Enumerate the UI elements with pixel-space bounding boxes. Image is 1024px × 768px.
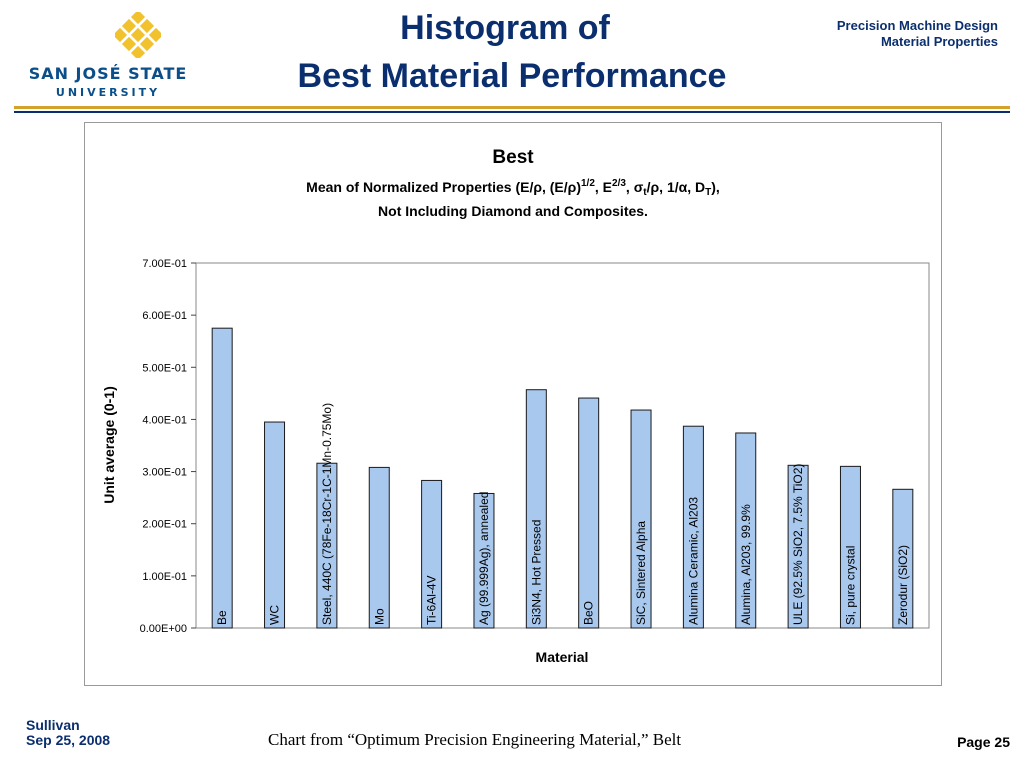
bar (473, 492, 495, 629)
subtitle-sub: t (643, 187, 647, 198)
y-axis-title: Unit average (0-1) (101, 386, 117, 503)
category-label: Ti-6Al-4V (425, 575, 439, 625)
y-tick-label: 2.00E-01 (142, 519, 187, 531)
chart-title: Best (492, 147, 534, 168)
y-tick-label: 4.00E-01 (142, 414, 187, 426)
category-label: BeO (582, 601, 596, 625)
bar (630, 409, 652, 629)
footer-date: Sep 25, 2008 (26, 732, 111, 748)
header-rule-gold (14, 106, 1010, 109)
chart-frame: Best Mean of Normalized Properties (E/ρ,… (84, 122, 942, 686)
subtitle-sub: T (705, 187, 711, 198)
category-label: ULE (92.5% SiO2, 7.5% TiO2) (791, 464, 805, 625)
bar (421, 479, 443, 629)
y-tick-label: 1.00E-01 (142, 571, 187, 583)
bar (316, 462, 338, 629)
subtitle-part: , σ (626, 179, 644, 195)
footer-author: Sullivan (26, 717, 80, 733)
subtitle-sup: 1/2 (581, 178, 595, 189)
subtitle-part: , E (595, 179, 612, 195)
bar (682, 425, 704, 629)
course-header: Precision Machine Design Material Proper… (837, 18, 998, 50)
bar (264, 421, 286, 629)
category-label: Be (215, 610, 229, 625)
bars: Be WC Steel, 440C (78Fe-18Cr-1C-1Mn-0.75Mo… (211, 327, 914, 629)
category-label: Si3N4, Hot Pressed (529, 520, 543, 625)
header-rule-navy (14, 111, 1010, 113)
category-label: Ag (99.999Ag), annealed (477, 492, 491, 625)
course-topic: Material Properties (880, 34, 998, 49)
category-label: Steel, 440C (78Fe-18Cr-1C-1Mn-0.75Mo) (320, 403, 334, 625)
bar (839, 465, 861, 629)
page-number: Page 25 (957, 734, 1010, 750)
category-label: SiC, Sintered Alpha (634, 521, 648, 625)
course-name: Precision Machine Design (836, 18, 998, 33)
bar (578, 397, 600, 629)
subtitle-part: Mean of Normalized Properties (E/ρ, (E/ρ… (306, 179, 581, 195)
category-label: Alumina Ceramic, Al203 (686, 497, 700, 625)
bar (525, 389, 547, 629)
chart-subtitle-line1: Mean of Normalized Properties (E/ρ, (E/ρ… (306, 178, 720, 198)
y-tick-label: 6.00E-01 (142, 310, 187, 322)
subtitle-sup: 2/3 (612, 178, 626, 189)
category-label: Si, pure crystal (843, 546, 857, 625)
university-logo: SAN JOSÉ STATE UNIVERSITY (28, 6, 188, 102)
bar (892, 488, 914, 629)
bar (211, 327, 233, 629)
slide-title-line2: Best Material Performance (297, 57, 727, 95)
y-tick-label: 3.00E-01 (142, 467, 187, 479)
slide-title-line1: Histogram of (400, 9, 610, 47)
bar-chart: Best Mean of Normalized Properties (E/ρ,… (101, 147, 930, 665)
y-tick-label: 7.00E-01 (142, 258, 187, 270)
plot-area (195, 262, 930, 629)
subtitle-part: /ρ, 1/α, D (647, 179, 706, 195)
logo-text-line1: SAN JOSÉ STATE (28, 64, 188, 83)
footer-source: Chart from “Optimum Precision Engineerin… (268, 730, 682, 749)
bar (735, 432, 757, 629)
y-axis: 0.00E+00 1.00E-01 2.00E-01 3.00E-01 4.00E-01… (140, 258, 196, 635)
y-tick-label: 5.00E-01 (142, 362, 187, 374)
y-tick-label: 0.00E+00 (140, 623, 187, 635)
logo-mark-icon (115, 12, 161, 58)
logo-text-line2: UNIVERSITY (55, 86, 161, 99)
category-label: WC (268, 605, 282, 625)
subtitle-part: ), (711, 179, 720, 195)
footer-author-block: Sullivan Sep 25, 2008 (26, 718, 110, 748)
bar (787, 464, 809, 629)
category-label: Alumina, Al203, 99.9% (739, 504, 753, 625)
x-axis-title: Material (536, 649, 589, 665)
chart-subtitle-line2: Not Including Diamond and Composites. (378, 203, 648, 219)
category-label: Mo (372, 608, 386, 625)
category-label: Zerodur (SiO2) (896, 545, 910, 625)
bar (368, 466, 390, 629)
